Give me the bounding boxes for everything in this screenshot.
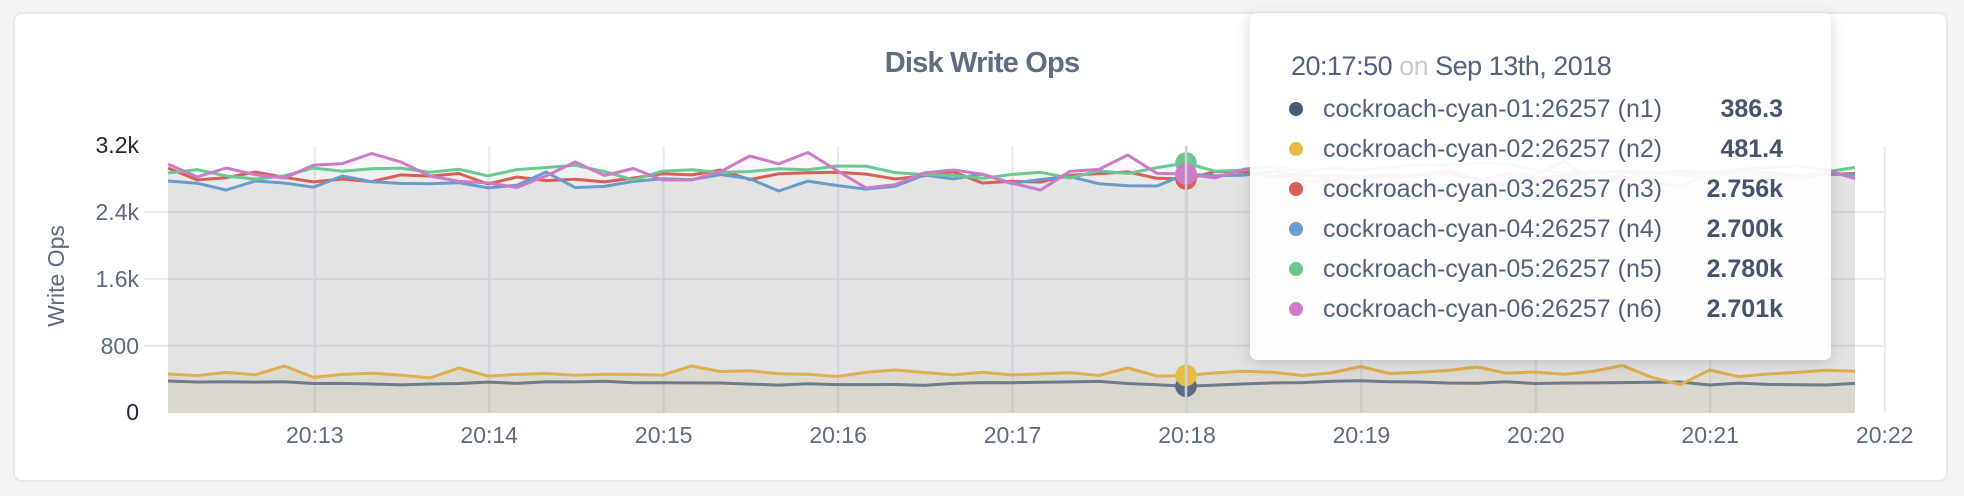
svg-text:20:14: 20:14 [460,422,518,448]
svg-text:20:19: 20:19 [1333,422,1391,448]
svg-text:20:13: 20:13 [286,422,344,448]
svg-text:3.2k: 3.2k [96,132,140,158]
svg-text:20:16: 20:16 [809,422,867,448]
svg-text:2.4k: 2.4k [96,199,140,225]
svg-text:20:22: 20:22 [1856,422,1914,448]
svg-text:800: 800 [101,333,139,359]
svg-text:20:21: 20:21 [1681,422,1739,448]
svg-text:1.6k: 1.6k [96,266,140,292]
svg-text:20:18: 20:18 [1158,422,1216,448]
svg-text:20:15: 20:15 [635,422,693,448]
svg-text:20:17: 20:17 [984,422,1042,448]
svg-text:20:20: 20:20 [1507,422,1565,448]
svg-text:0: 0 [126,399,139,425]
